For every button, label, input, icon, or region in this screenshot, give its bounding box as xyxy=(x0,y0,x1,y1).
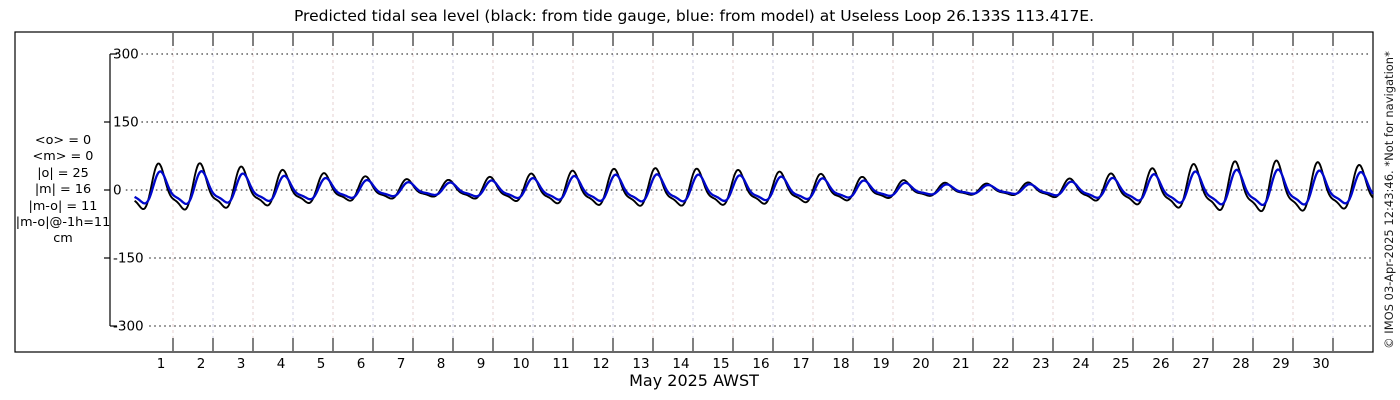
day-tick-label: 4 xyxy=(277,356,286,372)
stat-line: |m-o| = 11 xyxy=(28,198,98,214)
day-tick-label: 20 xyxy=(912,356,929,372)
day-tick-label: 27 xyxy=(1192,356,1209,372)
copyright-watermark: © IMOS 03-Apr-2025 12:43:46. *Not for na… xyxy=(1382,51,1396,349)
day-tick-label: 5 xyxy=(317,356,326,372)
day-tick-label: 19 xyxy=(872,356,889,372)
day-tick-label: 15 xyxy=(712,356,729,372)
day-tick-label: 3 xyxy=(237,356,246,372)
day-tick-label: 28 xyxy=(1232,356,1249,372)
stat-line: |o| = 25 xyxy=(37,165,89,181)
y-tick-label: -300 xyxy=(113,319,144,335)
tide-gauge-curve xyxy=(134,159,1374,213)
y-tick-label: 150 xyxy=(113,115,139,131)
day-tick-label: 22 xyxy=(992,356,1009,372)
day-tick-label: 11 xyxy=(552,356,569,372)
day-tick-label: 21 xyxy=(952,356,969,372)
day-tick-label: 26 xyxy=(1152,356,1169,372)
day-tick-label: 24 xyxy=(1072,356,1089,372)
y-tick-label: -150 xyxy=(113,251,144,267)
day-tick-label: 9 xyxy=(477,356,486,372)
day-tick-label: 16 xyxy=(752,356,769,372)
y-tick-label: 300 xyxy=(113,47,139,63)
y-tick-label: 0 xyxy=(113,183,122,199)
day-tick-label: 6 xyxy=(357,356,366,372)
day-tick-label: 18 xyxy=(832,356,849,372)
day-tick-label: 17 xyxy=(792,356,809,372)
day-tick-label: 1 xyxy=(157,356,166,372)
day-tick-label: 25 xyxy=(1112,356,1129,372)
stats-panel: <o> = 0 <m> = 0 |o| = 25 |m| = 16 |m-o| = 11… xyxy=(11,133,115,248)
day-tick-label: 13 xyxy=(632,356,649,372)
day-tick-label: 7 xyxy=(397,356,406,372)
stat-line: |m| = 16 xyxy=(34,182,92,198)
model-curve xyxy=(133,168,1374,207)
stat-line: <o> = 0 xyxy=(34,133,92,148)
day-tick-label: 23 xyxy=(1032,356,1049,372)
day-tick-label: 8 xyxy=(437,356,446,372)
day-tick-label: 29 xyxy=(1272,356,1289,372)
chart-title: Predicted tidal sea level (black: from t… xyxy=(293,7,1095,25)
stat-line: |m-o|@-1h=11 xyxy=(15,215,111,231)
day-tick-label: 10 xyxy=(512,356,529,372)
day-tick-label: 30 xyxy=(1312,356,1329,372)
plot-border xyxy=(14,31,1374,353)
stat-line: cm xyxy=(53,231,73,247)
x-axis-label: May 2025 AWST xyxy=(629,371,759,390)
day-tick-label: 14 xyxy=(672,356,689,372)
day-tick-label: 12 xyxy=(592,356,609,372)
stat-line: <m> = 0 xyxy=(32,149,94,165)
day-tick-label: 2 xyxy=(197,356,206,372)
